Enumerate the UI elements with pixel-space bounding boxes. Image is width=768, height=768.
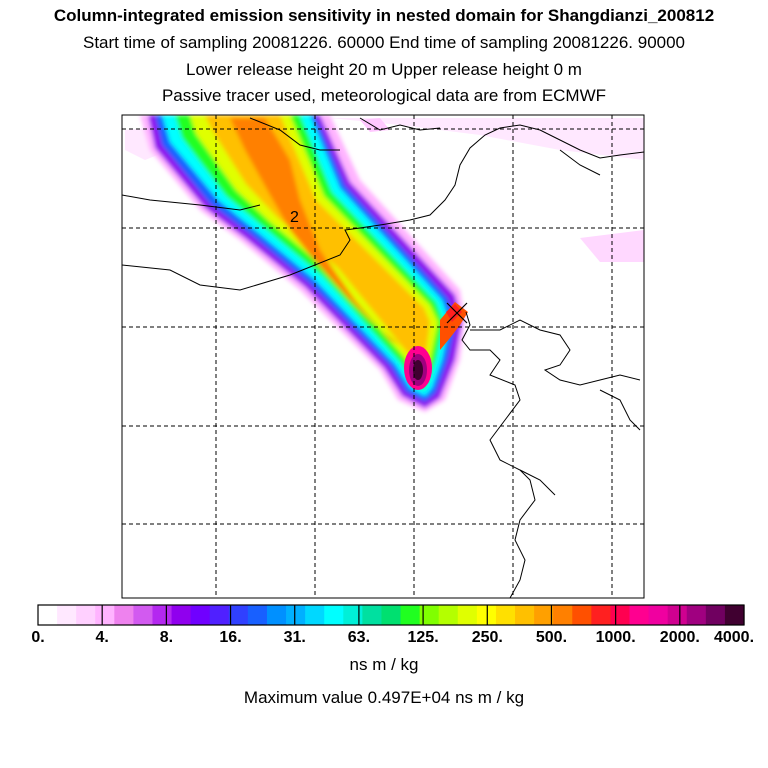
colorbar-cell [629, 605, 650, 625]
colorbar-cell [228, 605, 249, 625]
maximum-value-line: Maximum value 0.497E+04 ns m / kg [243, 688, 525, 707]
colorbar-cell [724, 605, 745, 625]
colorbar-cell [343, 605, 363, 625]
receptor-hotspot-inner [446, 304, 462, 322]
colorbar-cell [266, 605, 287, 625]
colorbar-cell [400, 605, 421, 625]
colorbar-tick-label: 4000. [713, 629, 755, 646]
colorbar-cell [515, 605, 535, 625]
colorbar-cell [457, 605, 478, 625]
colorbar-cell [572, 605, 592, 625]
plume-band-darkorange [230, 118, 400, 345]
colorbar-cell [534, 605, 554, 625]
colorbar-cell [247, 605, 268, 625]
colorbar-cell [171, 605, 192, 625]
colorbar-tick-label: 16. [219, 629, 242, 646]
colorbar-tick-label: 2000. [659, 629, 700, 646]
x-cross-icon [446, 302, 468, 324]
release-height-line: Lower release height 20 m Upper release … [186, 60, 582, 79]
colorbar-cell [286, 605, 306, 625]
colorbar-cell [38, 605, 58, 625]
colorbar-cell [324, 605, 344, 625]
colorbar-frame [37, 604, 745, 626]
colorbar-cell [648, 605, 669, 625]
colorbar-cell [591, 605, 612, 625]
faint-patch-right [580, 230, 644, 262]
colorbar-cell [114, 605, 134, 625]
colorbar-cell [381, 605, 402, 625]
colorbar-tick-label: 31. [283, 629, 306, 646]
colorbar-cell [686, 605, 707, 625]
colorbar-tick-label: 500. [535, 629, 568, 646]
colorbar-tick-label: 1000. [595, 629, 636, 646]
colorbar-cell [190, 605, 211, 625]
receptor-hotspot [440, 302, 468, 350]
colorbar-cell [133, 605, 154, 625]
sensitivity-field: 2 [122, 115, 644, 598]
colorbar-cell [95, 605, 115, 625]
colorbar-cell [362, 605, 383, 625]
tracer-info-line: Passive tracer used, meteorological data… [161, 86, 607, 105]
colorbar-cell [152, 605, 173, 625]
figure-title: Column-integrated emission sensitivity i… [53, 6, 715, 25]
colorbar-cell [553, 605, 573, 625]
colorbar-cell [705, 605, 726, 625]
colorbar [37, 604, 745, 626]
colorbar-cell [667, 605, 688, 625]
colorbar-tick-label: 8. [159, 629, 174, 646]
colorbar-cell [495, 605, 516, 625]
map-frame [121, 114, 645, 599]
colorbar-cell [438, 605, 459, 625]
colorbar-cell [209, 605, 230, 625]
colorbar-cell [57, 605, 77, 625]
colorbar-tick-label: 125. [407, 629, 439, 646]
contour-label: 2 [290, 209, 299, 226]
coastlines [122, 117, 644, 598]
colorbar-tick-label: 0. [31, 629, 45, 646]
colorbar-cell [610, 605, 631, 625]
colorbar-tick-label: 4. [95, 629, 109, 646]
colorbar-tick-label: 63. [347, 629, 371, 646]
colorbar-units: ns m / kg [349, 655, 419, 674]
colorbar-cell [419, 605, 440, 625]
sampling-time-line: Start time of sampling 20081226. 60000 E… [82, 33, 686, 52]
sensitivity-map: 2 [121, 114, 645, 599]
colorbar-cell [305, 605, 325, 625]
plume-core-max [413, 360, 423, 380]
colorbar-cells [38, 605, 745, 625]
colorbar-dividers [101, 605, 681, 625]
colorbar-tick-label: 250. [471, 629, 503, 646]
colorbar-cell [76, 605, 96, 625]
lat-lon-grid [122, 115, 644, 598]
